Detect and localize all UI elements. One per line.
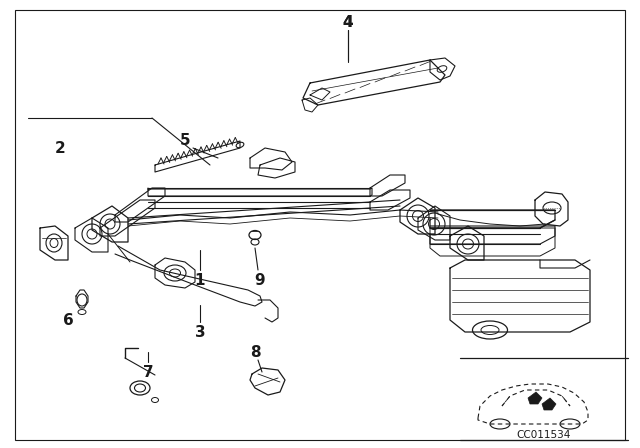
Polygon shape xyxy=(542,398,556,410)
Text: 2: 2 xyxy=(54,141,65,155)
Text: 4: 4 xyxy=(342,14,353,30)
Text: 8: 8 xyxy=(250,345,260,359)
Text: 1: 1 xyxy=(195,272,205,288)
Text: 6: 6 xyxy=(63,313,74,327)
Text: 4: 4 xyxy=(342,14,353,30)
Text: 9: 9 xyxy=(255,272,266,288)
Polygon shape xyxy=(528,392,542,404)
Text: CC011534: CC011534 xyxy=(517,430,571,440)
Text: 5: 5 xyxy=(180,133,190,147)
Text: 7: 7 xyxy=(143,365,154,379)
Text: 3: 3 xyxy=(195,324,205,340)
